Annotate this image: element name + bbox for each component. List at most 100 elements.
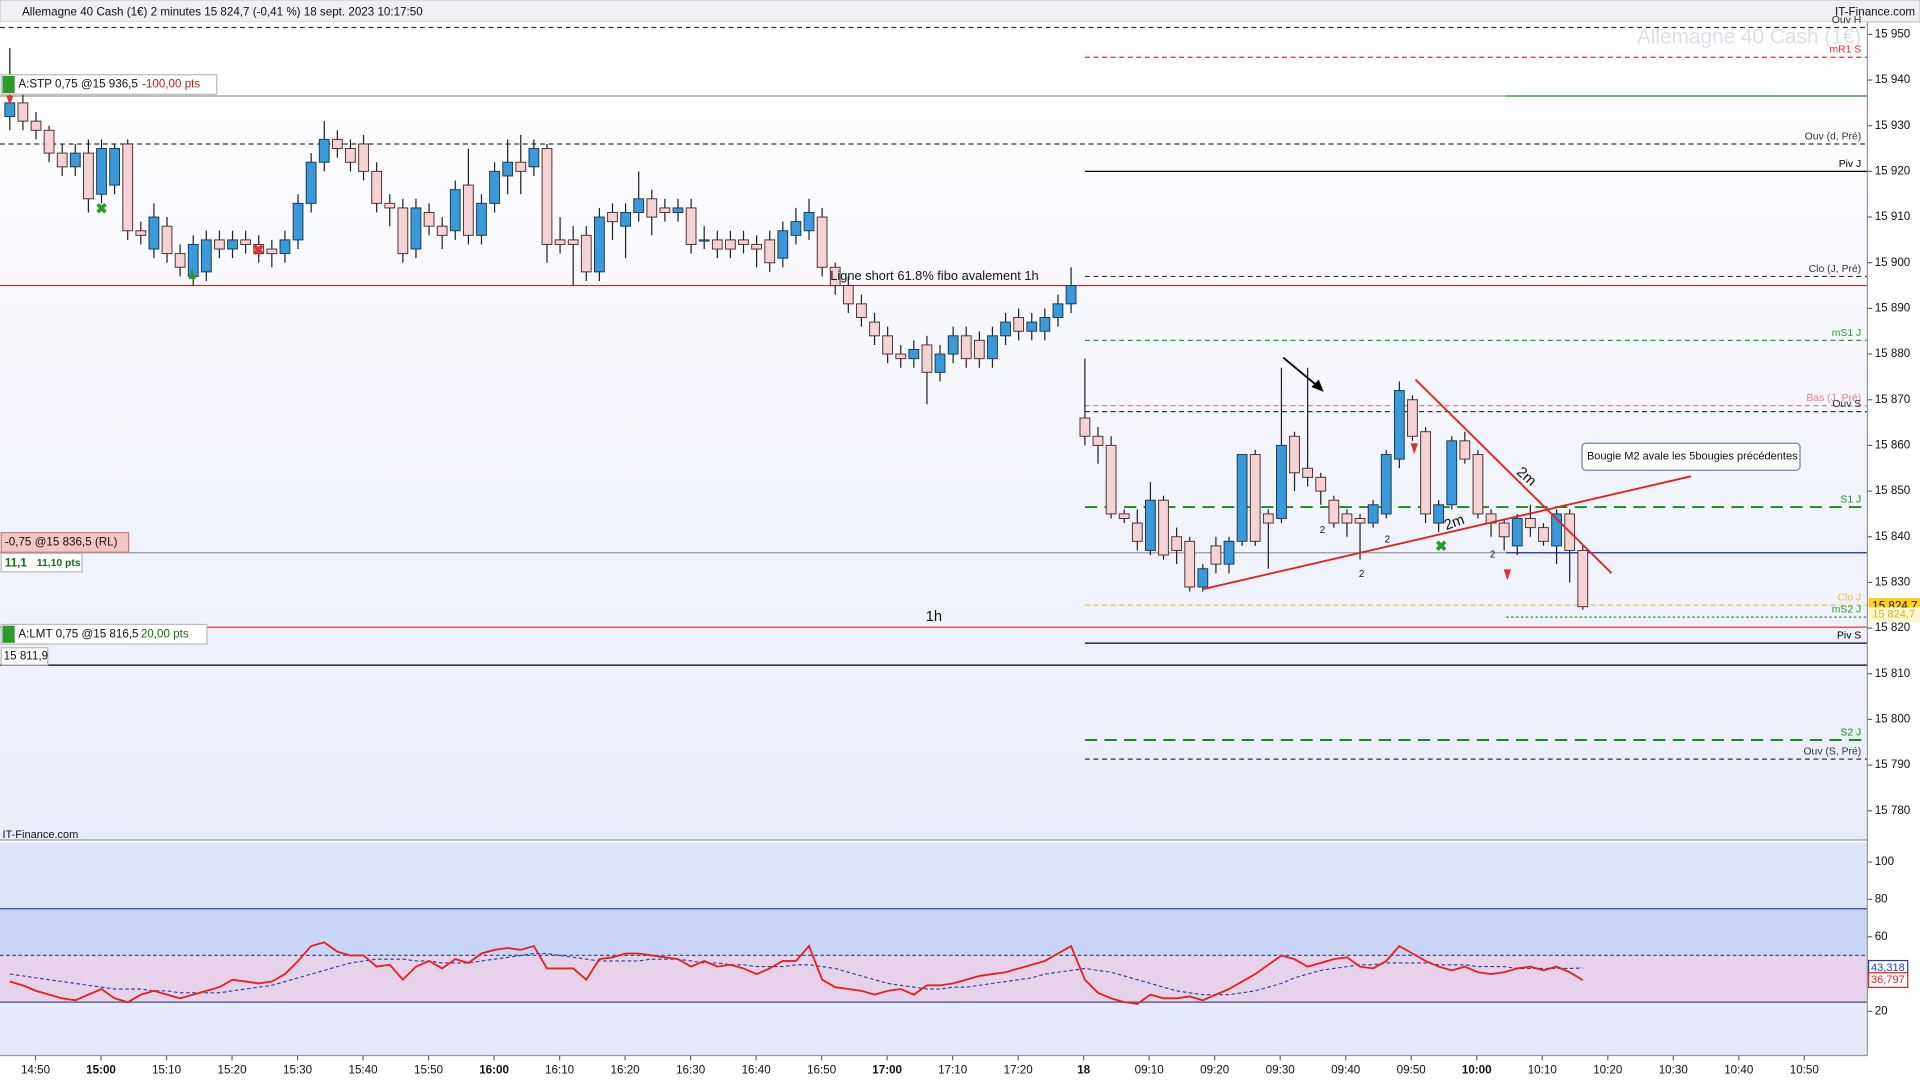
order-label: -0,75 @15 836,5 (RL) (5, 536, 118, 549)
level-label: Ouv (S, Pré) (1803, 747, 1861, 758)
osc-band (0, 908, 1868, 956)
x-tick-label: 17:00 (872, 1063, 902, 1076)
candle-body (777, 230, 789, 259)
x-tick-label: 15:50 (414, 1063, 444, 1076)
cursor-box (0, 647, 49, 666)
candle-body (1393, 390, 1405, 460)
candle-body (1210, 545, 1222, 565)
osc-tick-label: 100 (1875, 855, 1895, 868)
candle-body (764, 239, 776, 264)
candle-body (1158, 499, 1169, 556)
candle-body (698, 239, 710, 242)
candle-body (1065, 285, 1077, 305)
candle-body (161, 225, 173, 255)
x-tick-label: 16:10 (545, 1063, 575, 1076)
candle-body (305, 161, 317, 204)
candle-body (279, 239, 291, 255)
osc-tag-label: 43,318 (1871, 962, 1905, 974)
y-tick-label: 15 920 (1875, 164, 1911, 177)
x-tick-label: 15:10 (152, 1063, 182, 1076)
candle-body (947, 335, 959, 355)
x-tick-label: 09:50 (1397, 1063, 1427, 1076)
x-tick-label: 09:40 (1331, 1063, 1361, 1076)
x-tick-label: 10:10 (1528, 1063, 1558, 1076)
level-label: Clo J (1838, 593, 1862, 604)
candle-body (83, 152, 94, 200)
candle-body (56, 152, 68, 168)
candle-body (960, 335, 972, 360)
osc-tick-label: 60 (1875, 930, 1888, 943)
x-axis-bar (0, 1055, 1920, 1080)
cursor-price: 15 811,9 (4, 649, 48, 662)
y-tick-label: 15 940 (1875, 73, 1911, 86)
pnl-box (0, 552, 83, 573)
osc-tick-label: 20 (1875, 1005, 1888, 1018)
candle-body (541, 148, 553, 245)
osc-band (0, 842, 1868, 909)
candle-body (620, 211, 631, 227)
candle-body (738, 239, 749, 245)
order-box[interactable] (0, 532, 130, 553)
order-icon (2, 75, 15, 94)
candle-body (1013, 317, 1025, 332)
candle-body (1026, 321, 1038, 332)
candle-body (318, 138, 330, 163)
x-tick-label: 16:00 (479, 1063, 509, 1076)
y-tick-label: 15 850 (1875, 484, 1911, 497)
candle-body (1472, 454, 1484, 515)
y-tick-label: 15 910 (1875, 210, 1911, 223)
sell-arrow (6, 95, 14, 106)
candle-body (1276, 444, 1287, 519)
header-site: IT-Finance.com (1835, 5, 1915, 18)
candle-body (685, 207, 697, 245)
candle-body (1538, 527, 1549, 542)
candle-body (476, 202, 487, 236)
candle-body (135, 230, 147, 236)
candle-body (1000, 321, 1011, 337)
candle-body (1302, 467, 1314, 478)
candle-body (790, 221, 802, 236)
x-tick-label: 10:00 (1462, 1063, 1492, 1076)
sell-arrow (1503, 569, 1512, 581)
levels: Ouv H mR1 S Ouv (d, Pré) Piv J Clo (J, Pré) m… (0, 15, 1868, 760)
candle-body (410, 207, 422, 250)
header-title: Allemagne 40 Cash (1€) 2 minutes 15 824,… (22, 5, 423, 18)
candle-body (842, 285, 854, 305)
order-box[interactable] (0, 623, 208, 645)
candle-body (829, 266, 841, 287)
price-tag-faded (1868, 607, 1920, 623)
candle-body (725, 239, 736, 250)
sell-arrow (1410, 443, 1418, 455)
order-pts: 20,00 pts (141, 627, 189, 640)
x-tick-label: 16:40 (742, 1063, 772, 1076)
osc-tag-label: 36,797 (1871, 974, 1905, 986)
level-label: S2 J (1840, 727, 1861, 738)
candle-body (449, 189, 461, 232)
y-tick-label: 15 780 (1875, 804, 1911, 817)
candle-body (1249, 454, 1261, 542)
candle-body (109, 148, 120, 186)
order-label: A:STP 0,75 @15 936,5 (18, 78, 138, 91)
candle-body (148, 216, 160, 250)
candle-body (1511, 517, 1523, 547)
osc-tag (1867, 972, 1909, 989)
candle-body (1551, 513, 1562, 547)
candle-body (1446, 440, 1458, 506)
candle-body (214, 239, 225, 250)
y-tick-label: 15 840 (1875, 530, 1911, 543)
y-tick-label: 15 930 (1875, 119, 1911, 132)
x-tick-label: 16:20 (611, 1063, 641, 1076)
candle-body (895, 353, 907, 360)
signal-count: 2 (1359, 569, 1364, 580)
order-label: A:LMT 0,75 @15 816,5 (18, 627, 138, 640)
candle-body (96, 148, 107, 195)
y-tick-label: 15 880 (1875, 347, 1911, 360)
x-tick-label: 15:00 (86, 1063, 116, 1076)
order-box[interactable] (0, 74, 218, 95)
osc-band (0, 1002, 1868, 1056)
trendline (1414, 378, 1613, 574)
marker-x: ✖ (252, 243, 264, 259)
y-tick-label: 15 870 (1875, 393, 1911, 406)
candle-body (174, 253, 186, 268)
candle-body (436, 225, 448, 236)
